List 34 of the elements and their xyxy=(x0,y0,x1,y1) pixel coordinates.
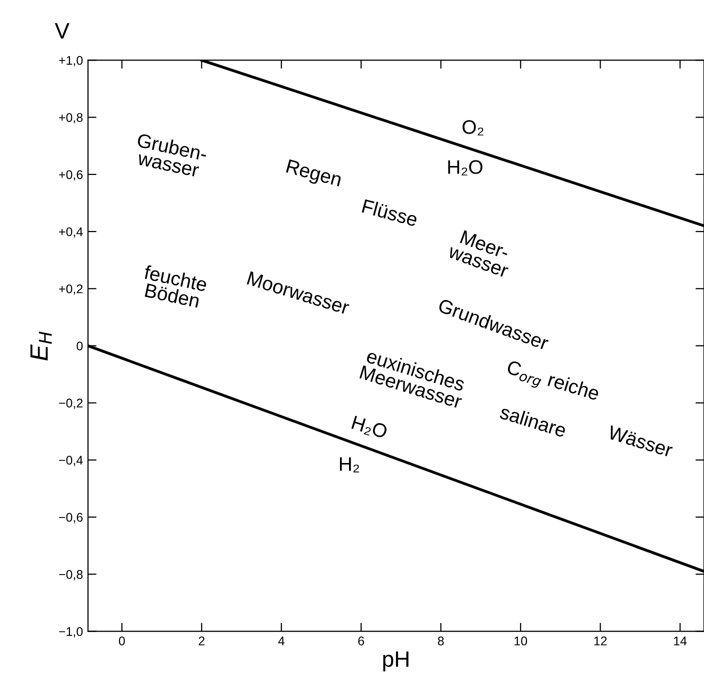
annotation: salinare xyxy=(499,404,568,438)
y-tick-label: 0 xyxy=(76,342,83,350)
x-tick-label: 8 xyxy=(438,636,444,646)
y-tick-label: +0,6 xyxy=(59,170,83,181)
annotation: H₂ xyxy=(340,457,360,472)
annotation: H₂O xyxy=(350,416,388,440)
annotation: O₂ xyxy=(462,120,484,136)
x-tick-label: 4 xyxy=(278,636,284,646)
y-tick-label: +0,8 xyxy=(59,113,83,124)
annotation: Regen xyxy=(284,159,342,190)
y-tick-label: −0,6 xyxy=(59,512,83,524)
x-tick-label: 0 xyxy=(118,636,125,646)
x-axis-title: pH xyxy=(383,651,408,672)
annotation: Gruben- wasser xyxy=(136,132,208,178)
y-axis-title: E$_{H}$ xyxy=(30,332,52,360)
y-tick-label: +0,2 xyxy=(59,284,83,295)
annotation: Wässer xyxy=(606,425,674,458)
annotation: Flüsse xyxy=(362,198,418,227)
y-tick-label: −1,0 xyxy=(59,627,83,638)
annotation: C$_{org}$ reiche xyxy=(504,359,600,406)
text: V xyxy=(54,23,70,38)
x-tick-label: 2 xyxy=(198,636,204,646)
x-tick-label: 10 xyxy=(514,636,528,646)
y-tick-label: −0,2 xyxy=(59,398,83,410)
annotation: Meer- wasser xyxy=(447,230,510,278)
annotation: feuchte Böden xyxy=(143,264,208,308)
x-tick-label: 12 xyxy=(594,636,607,646)
x-tick-label: 6 xyxy=(358,636,364,646)
y-tick-label: +1,0 xyxy=(59,56,83,66)
annotation: H₂O xyxy=(448,160,482,176)
y-tick-label: −0,4 xyxy=(59,456,83,466)
y-tick-label: +0,4 xyxy=(59,227,83,238)
x-tick-label: 14 xyxy=(674,636,687,646)
y-tick-label: −0,8 xyxy=(59,570,83,580)
